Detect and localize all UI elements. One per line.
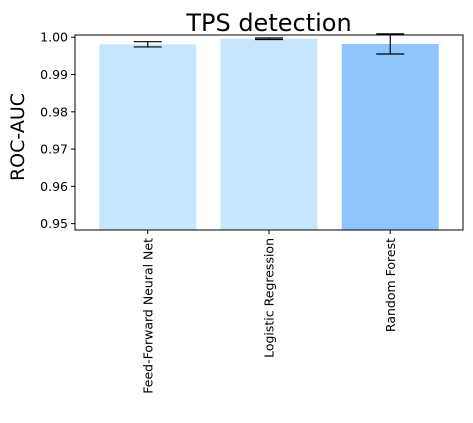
bars-layer [99, 38, 439, 231]
x-tick-label-2: Logistic Regression [262, 238, 277, 358]
y-axis-label: ROC-AUC [7, 93, 29, 181]
bar-2 [220, 38, 318, 231]
y-tick-label-5: 0.99 [40, 67, 68, 82]
y-tick-label-1: 0.95 [40, 216, 68, 231]
plot-frame [74, 34, 464, 231]
y-tick-label-6: 1.00 [40, 30, 68, 45]
bar-1 [99, 44, 197, 230]
x-tick-label-3: Random Forest [383, 238, 398, 332]
errorbars-layer [133, 33, 405, 55]
chart-title: TPS detection [185, 9, 351, 37]
y-axis: 0.95 0.96 0.97 0.98 0.99 1.00 [40, 30, 75, 231]
x-axis: Feed-Forward Neural Net Logistic Regressi… [140, 230, 398, 394]
y-tick-label-2: 0.96 [40, 179, 68, 194]
x-tick-label-1: Feed-Forward Neural Net [140, 238, 155, 394]
y-tick-label-3: 0.97 [40, 142, 68, 157]
bar-3 [341, 43, 439, 231]
y-tick-label-4: 0.98 [40, 104, 68, 119]
